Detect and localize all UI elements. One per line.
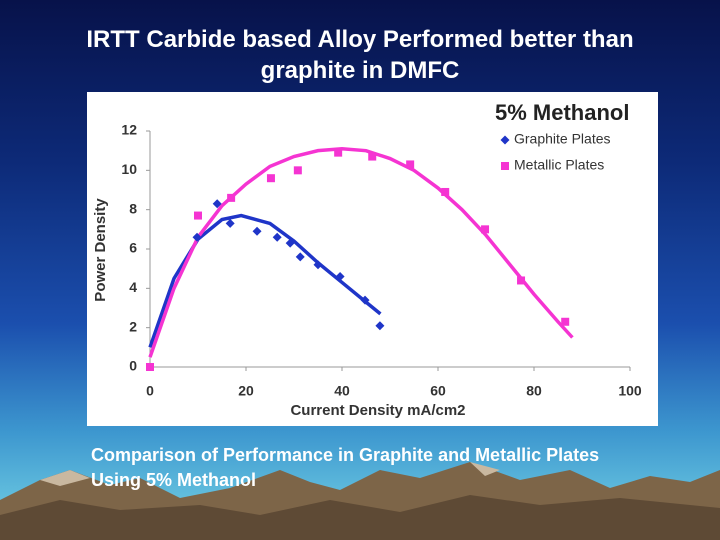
x-tick-label: 80	[526, 383, 542, 399]
y-tick-label: 6	[129, 240, 137, 256]
data-point	[295, 252, 305, 262]
y-tick-label: 10	[121, 161, 137, 177]
data-point	[225, 218, 235, 228]
data-point	[375, 321, 385, 331]
legend-marker	[500, 135, 510, 145]
y-tick-label: 0	[129, 358, 137, 374]
data-point	[335, 272, 345, 282]
data-point	[293, 166, 302, 175]
data-point	[227, 193, 236, 202]
x-tick-label: 60	[430, 383, 446, 399]
legend-label: Metallic Plates	[514, 157, 604, 173]
data-point	[334, 148, 343, 157]
data-point	[192, 232, 202, 242]
data-point	[517, 276, 526, 285]
trend-line	[148, 213, 382, 348]
y-tick-label: 8	[129, 200, 137, 216]
x-tick-label: 0	[146, 383, 154, 399]
data-point	[368, 152, 377, 161]
x-axis-title: Current Density mA/cm2	[290, 402, 465, 419]
caption: Comparison of Performance in Graphite an…	[91, 445, 600, 490]
slide-title: IRTT Carbide based Alloy Performed bette…	[86, 26, 634, 84]
legend-marker	[501, 162, 509, 170]
x-tick-label: 20	[238, 383, 254, 399]
data-point	[561, 317, 570, 326]
y-axis-title: Power Density	[92, 198, 109, 302]
data-point	[481, 225, 490, 234]
data-point	[272, 232, 282, 242]
x-tick-label: 40	[334, 383, 350, 399]
data-point	[313, 260, 323, 270]
y-tick-label: 2	[129, 318, 137, 334]
x-tick-label: 100	[618, 383, 642, 399]
chart-title: 5% Methanol	[495, 100, 629, 125]
data-point	[252, 226, 262, 236]
chart: 5% Methanol Current Density mA/cm2 Power…	[87, 92, 658, 426]
legend-label: Graphite Plates	[514, 131, 611, 147]
data-point	[360, 295, 370, 305]
data-point	[212, 199, 222, 209]
data-point	[146, 363, 154, 371]
y-tick-label: 4	[129, 279, 137, 295]
y-tick-label: 12	[121, 122, 137, 138]
data-point	[406, 160, 415, 169]
data-point	[266, 174, 275, 183]
data-point	[441, 187, 450, 196]
data-point	[285, 238, 295, 248]
trend-line	[148, 146, 574, 358]
data-point	[194, 211, 202, 220]
